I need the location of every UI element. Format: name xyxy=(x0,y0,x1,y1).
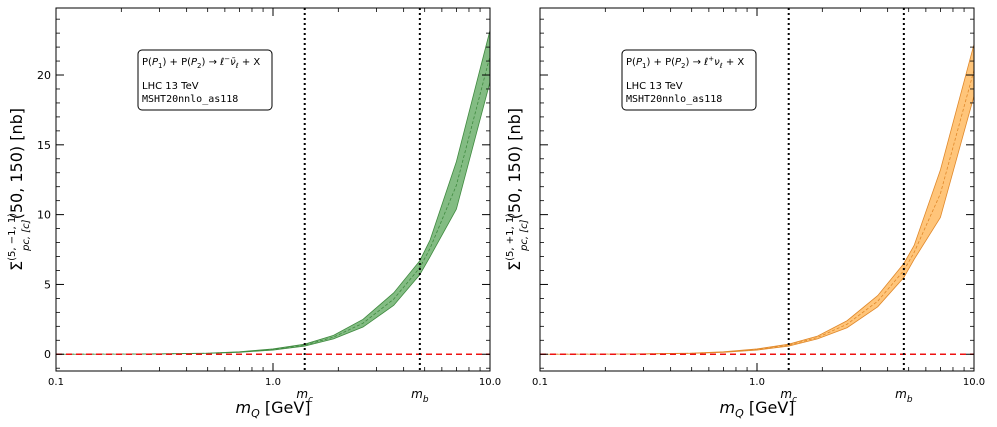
x-axis-label: mQ [GeV] xyxy=(235,398,310,420)
y-axis-label-superscript: (5, −1, 1) xyxy=(7,213,18,261)
x-tick-label: 10.0 xyxy=(479,377,501,388)
threshold-label-sub: b xyxy=(423,395,429,405)
threshold-label-sub: c xyxy=(308,395,313,405)
x-tick-label: 1.0 xyxy=(749,377,765,388)
y-axis-label-rest: (50, 150) [nb] xyxy=(7,108,26,219)
process-subscript: ℓ xyxy=(235,62,239,70)
process-text: ν̄ xyxy=(230,57,236,68)
process-subscript: 1 xyxy=(642,62,646,70)
uncertainty-band xyxy=(56,30,490,355)
process-subscript: 2 xyxy=(197,62,201,70)
collider-label: LHC 13 TeV xyxy=(626,81,683,92)
x-tick-label: 0.1 xyxy=(532,377,548,388)
threshold-label-mc: mc xyxy=(296,387,313,405)
axes-frame xyxy=(539,7,975,372)
y-axis-label-rest: (50, 150) [nb] xyxy=(505,108,524,219)
pdf-set-label: MSHT20nnlo_as118 xyxy=(142,94,238,105)
process-text: + X xyxy=(239,57,261,68)
process-text: P( xyxy=(626,57,636,68)
process-text: P xyxy=(191,57,198,68)
process-text: ) + P( xyxy=(646,57,675,68)
x-axis-label-main: m xyxy=(719,398,735,417)
process-text: ℓ xyxy=(220,57,224,68)
process-text: ℓ xyxy=(704,57,708,68)
process-text: P xyxy=(636,57,643,68)
process-subscript: ℓ xyxy=(719,62,723,70)
y-tick-label: 5 xyxy=(44,278,51,291)
y-tick-label: 15 xyxy=(37,139,51,152)
x-axis-label-sub: Q xyxy=(735,407,744,420)
process-label: P(P1) + P(P2) → ℓ+νℓ + X xyxy=(626,55,744,70)
threshold-label-main: m xyxy=(296,387,308,401)
y-tick-label: 0 xyxy=(44,348,51,361)
process-text: ) → xyxy=(686,57,705,68)
threshold-label-mb: mb xyxy=(411,387,429,405)
y-tick-label: 10 xyxy=(37,209,51,222)
central-value-line xyxy=(540,70,974,355)
threshold-label-main: m xyxy=(780,387,792,401)
x-axis-label: mQ [GeV] xyxy=(719,398,794,420)
y-axis-label-main: Σ xyxy=(505,261,524,271)
process-text: + X xyxy=(723,57,745,68)
y-axis-label-subscript: pc, [c] xyxy=(519,219,530,252)
process-text: ) → xyxy=(202,57,221,68)
process-superscript: − xyxy=(224,55,230,63)
chart-panel-right: mc mb0.1 1.0 10.0mQ [GeV]Σ(5, +1, 1) pc, [c]… xyxy=(505,7,985,420)
x-axis-label-rest: [GeV] xyxy=(260,398,311,417)
y-tick-label: 20 xyxy=(37,69,51,82)
x-axis-label-rest: [GeV] xyxy=(744,398,795,417)
pdf-set-label: MSHT20nnlo_as118 xyxy=(626,94,722,105)
central-value-line xyxy=(56,56,490,355)
y-axis-label-subscript: pc, [c] xyxy=(21,219,32,252)
process-text: ) + P( xyxy=(162,57,191,68)
y-axis-label-superscript: (5, +1, 1) xyxy=(505,213,516,261)
process-superscript: + xyxy=(708,55,714,63)
info-box-frame xyxy=(621,49,757,111)
x-tick-label: 1.0 xyxy=(265,377,281,388)
process-text: ν xyxy=(714,57,720,68)
process-text: P xyxy=(152,57,159,68)
process-label: P(P1) + P(P2) → ℓ−ν̄ℓ + X xyxy=(142,55,260,70)
threshold-label-mb: mb xyxy=(895,387,913,405)
x-tick-label: 0.1 xyxy=(48,377,64,388)
info-box-frame xyxy=(137,49,273,111)
y-axis-label: Σ(5, −1, 1) pc, [c](50, 150) [nb] xyxy=(7,108,32,271)
y-axis-label-main: Σ xyxy=(7,261,26,271)
process-text: P xyxy=(675,57,682,68)
process-subscript: 2 xyxy=(681,62,685,70)
process-text: P( xyxy=(142,57,152,68)
threshold-label-main: m xyxy=(411,387,423,401)
threshold-label-main: m xyxy=(895,387,907,401)
uncertainty-band xyxy=(540,44,974,355)
threshold-label-mc: mc xyxy=(780,387,797,405)
threshold-label-sub: c xyxy=(792,395,797,405)
collider-label: LHC 13 TeV xyxy=(142,81,199,92)
process-subscript: 1 xyxy=(158,62,162,70)
x-axis-label-main: m xyxy=(235,398,251,417)
axes-frame xyxy=(55,7,491,372)
x-axis-label-sub: Q xyxy=(251,407,260,420)
x-tick-label: 10.0 xyxy=(963,377,985,388)
threshold-label-sub: b xyxy=(907,395,913,405)
y-axis-label: Σ(5, +1, 1) pc, [c](50, 150) [nb] xyxy=(505,108,530,271)
